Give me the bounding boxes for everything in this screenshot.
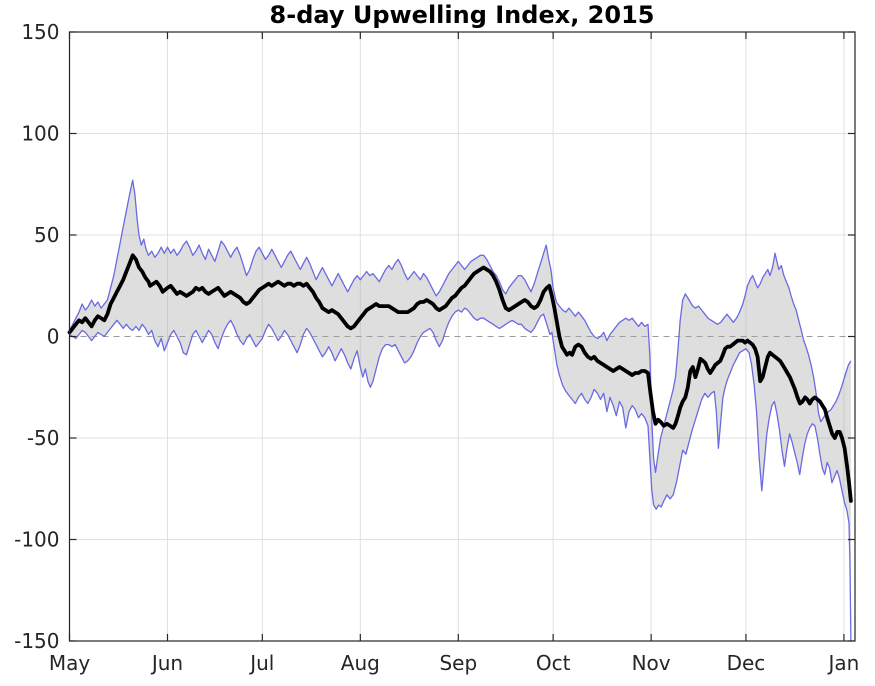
y-tick-label: 150 bbox=[21, 20, 59, 44]
mean-line bbox=[67, 253, 853, 503]
x-tick-label: Aug bbox=[341, 651, 380, 675]
lower-envelope-line bbox=[69, 307, 852, 642]
uncertainty-band bbox=[69, 180, 851, 641]
x-tick-label: Jul bbox=[248, 651, 274, 675]
x-tick-label: Oct bbox=[536, 651, 571, 675]
y-tick-label: 50 bbox=[34, 223, 59, 247]
y-tick-label: -100 bbox=[14, 528, 59, 552]
x-tick-label: Nov bbox=[632, 651, 671, 675]
x-tick-label: Jun bbox=[150, 651, 183, 675]
y-tick-label: 0 bbox=[47, 325, 60, 349]
y-tick-label: -50 bbox=[27, 426, 60, 450]
upper-envelope-line bbox=[68, 179, 852, 474]
y-tick-label: -150 bbox=[14, 629, 59, 653]
y-tick-label: 100 bbox=[21, 122, 59, 146]
x-tick-label: Sep bbox=[439, 651, 477, 675]
x-tick-label: May bbox=[49, 651, 91, 675]
chart-title: 8-day Upwelling Index, 2015 bbox=[269, 1, 655, 29]
x-tick-label: Dec bbox=[727, 651, 766, 675]
x-tick-label: Jan bbox=[827, 651, 860, 675]
